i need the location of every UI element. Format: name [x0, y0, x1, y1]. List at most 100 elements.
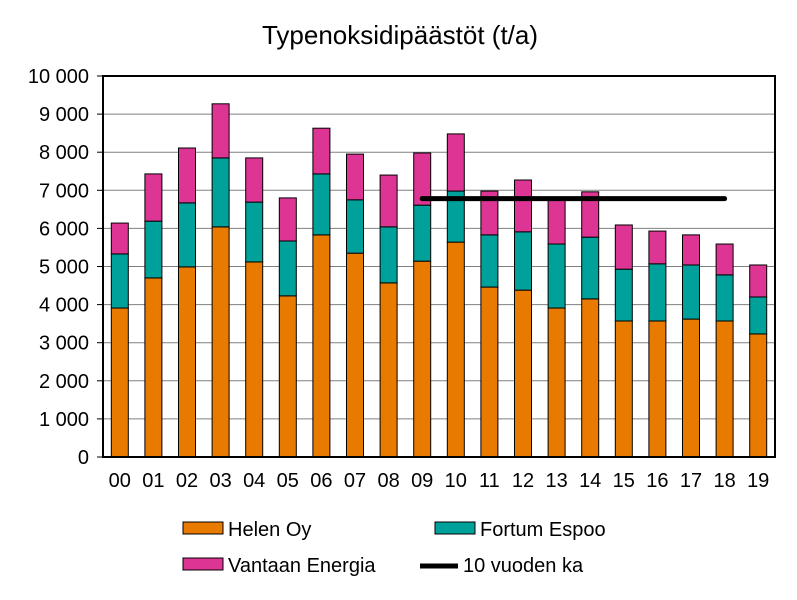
bar-fortum-espoo	[379, 226, 398, 284]
bar-fortum-espoo	[614, 268, 633, 322]
y-tick-label: 6 000	[39, 218, 89, 240]
y-tick-label: 2 000	[39, 371, 89, 393]
bar-helen-oy	[581, 298, 600, 458]
bar-helen-oy	[614, 320, 633, 458]
bar-vantaan-energia	[446, 133, 465, 192]
x-tick-label: 03	[209, 470, 231, 492]
bar-fortum-espoo	[211, 157, 230, 228]
bar-helen-oy	[749, 333, 768, 458]
bar-fortum-espoo	[144, 220, 163, 279]
x-tick-label: 00	[109, 470, 131, 492]
bar-vantaan-energia	[715, 243, 734, 276]
x-tick-label: 19	[747, 470, 769, 492]
bar-fortum-espoo	[648, 263, 667, 322]
bar-fortum-espoo	[312, 173, 331, 236]
bar-vantaan-energia	[178, 147, 196, 204]
bar-vantaan-energia	[480, 190, 499, 236]
x-tick-label: 08	[377, 470, 399, 492]
bar-helen-oy	[346, 252, 364, 458]
x-tick-label: 02	[176, 470, 198, 492]
bar-helen-oy	[178, 266, 196, 458]
x-tick-label: 01	[142, 470, 164, 492]
bar-vantaan-energia	[614, 224, 633, 270]
x-tick-label: 13	[545, 470, 567, 492]
bar-vantaan-energia	[278, 197, 297, 242]
x-tick-label: 18	[713, 470, 735, 492]
bar-helen-oy	[211, 226, 230, 458]
bar-fortum-espoo	[480, 234, 499, 288]
bar-helen-oy	[715, 320, 734, 458]
y-tick-label: 8 000	[39, 142, 89, 164]
bar-helen-oy	[110, 307, 129, 458]
x-tick-label: 14	[579, 470, 601, 492]
legend-label: 10 vuoden ka	[463, 555, 584, 577]
legend-label: Helen Oy	[228, 519, 311, 541]
bar-fortum-espoo	[178, 202, 196, 268]
bar-vantaan-energia	[211, 103, 230, 159]
bar-vantaan-energia	[110, 222, 129, 255]
bar-fortum-espoo	[245, 201, 264, 263]
legend-swatch	[182, 557, 224, 571]
bar-vantaan-energia	[312, 127, 331, 175]
bar-fortum-espoo	[749, 296, 768, 335]
bar-helen-oy	[312, 234, 331, 458]
y-tick-label: 7 000	[39, 180, 89, 202]
bar-fortum-espoo	[278, 240, 297, 297]
bar-vantaan-energia	[413, 152, 432, 206]
x-tick-label: 12	[512, 470, 534, 492]
bar-vantaan-energia	[514, 179, 532, 233]
x-tick-label: 06	[310, 470, 332, 492]
bar-vantaan-energia	[379, 174, 398, 228]
bar-vantaan-energia	[648, 230, 667, 265]
y-tick-label: 0	[78, 447, 89, 469]
x-tick-label: 10	[445, 470, 467, 492]
bar-helen-oy	[245, 261, 264, 458]
bar-helen-oy	[547, 307, 566, 458]
legend-label: Fortum Espoo	[480, 519, 606, 541]
legend-swatch	[434, 521, 476, 535]
bar-fortum-espoo	[514, 231, 532, 291]
bar-helen-oy	[514, 289, 532, 458]
bar-vantaan-energia	[245, 157, 264, 203]
bar-vantaan-energia	[682, 234, 700, 266]
bar-helen-oy	[682, 318, 700, 458]
bar-helen-oy	[446, 241, 465, 458]
bar-vantaan-energia	[581, 191, 600, 238]
y-tick-label: 10 000	[28, 66, 89, 88]
x-tick-label: 16	[646, 470, 668, 492]
x-tick-label: 04	[243, 470, 265, 492]
y-tick-label: 1 000	[39, 409, 89, 431]
x-tick-label: 11	[479, 470, 500, 492]
bar-helen-oy	[278, 295, 297, 458]
bar-vantaan-energia	[749, 264, 768, 298]
bar-helen-oy	[379, 282, 398, 458]
x-tick-label: 17	[680, 470, 702, 492]
bar-fortum-espoo	[715, 274, 734, 322]
x-tick-label: 05	[277, 470, 299, 492]
bar-vantaan-energia	[547, 197, 566, 245]
chart-title: Typenoksidipäästöt (t/a)	[262, 20, 538, 50]
bar-fortum-espoo	[413, 204, 432, 262]
y-tick-label: 3 000	[39, 333, 89, 355]
x-tick-label: 09	[411, 470, 433, 492]
bar-fortum-espoo	[682, 264, 700, 320]
bar-helen-oy	[413, 260, 432, 458]
bar-helen-oy	[480, 286, 499, 458]
x-tick-label: 07	[344, 470, 366, 492]
y-tick-label: 5 000	[39, 257, 89, 279]
bar-helen-oy	[144, 277, 163, 458]
bar-fortum-espoo	[110, 253, 129, 309]
y-tick-label: 4 000	[39, 295, 89, 317]
bar-fortum-espoo	[547, 243, 566, 309]
plot-area-border	[102, 75, 776, 458]
legend-swatch	[182, 521, 224, 535]
legend-label: Vantaan Energia	[228, 555, 376, 577]
bar-vantaan-energia	[144, 173, 163, 222]
bar-fortum-espoo	[581, 236, 600, 300]
x-tick-label: 15	[613, 470, 635, 492]
bar-helen-oy	[648, 320, 667, 458]
y-tick-label: 9 000	[39, 104, 89, 126]
bar-vantaan-energia	[346, 153, 364, 201]
bar-fortum-espoo	[346, 199, 364, 254]
